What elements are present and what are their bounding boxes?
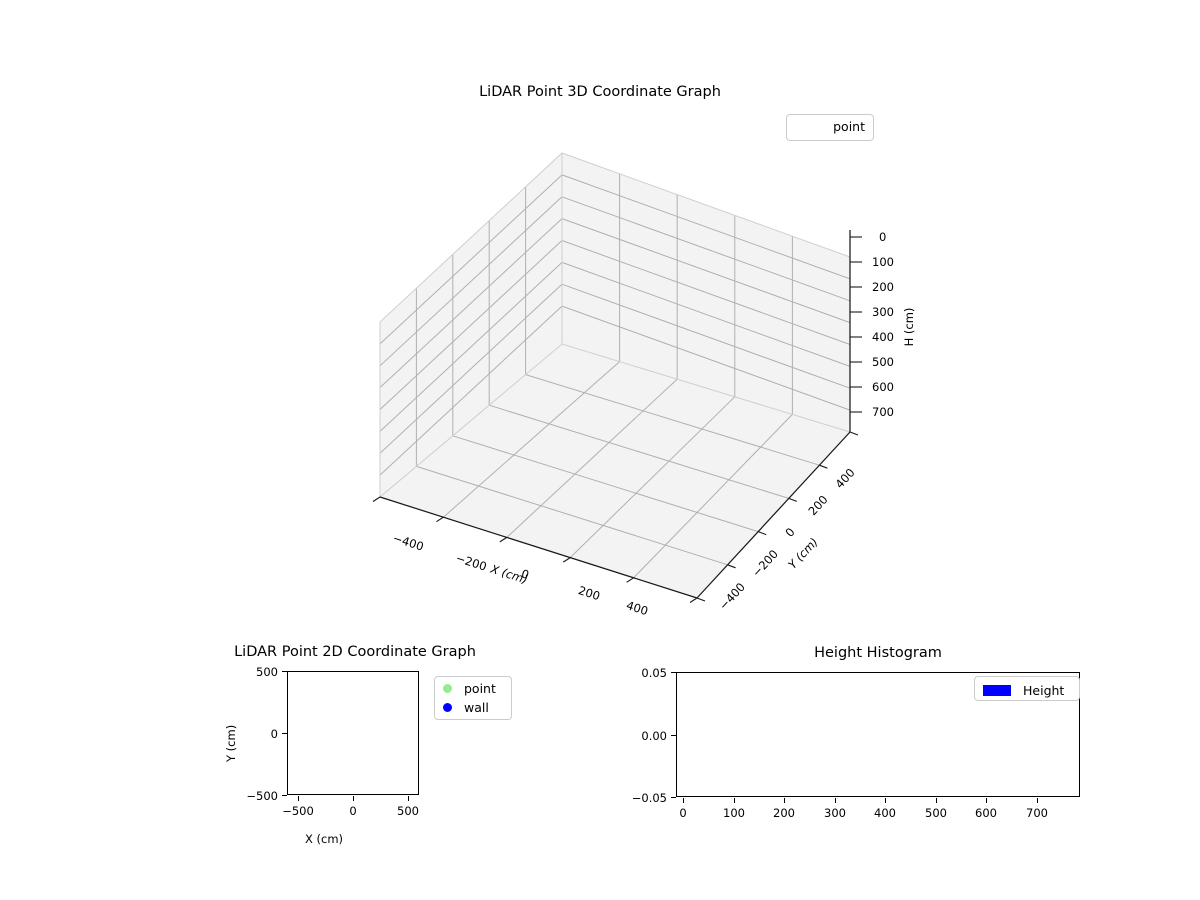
legend-marker-point: [443, 684, 452, 693]
axis-x-ticks: [372, 496, 698, 603]
plot2d-legend[interactable]: point wall: [434, 676, 512, 720]
svg-text:600: 600: [872, 380, 894, 394]
histogram-xtick-mark: [784, 798, 785, 803]
histogram-xtick-mark: [734, 798, 735, 803]
legend-entry-height[interactable]: Height: [983, 683, 1064, 698]
plot2d-xtick-mark: [408, 796, 409, 801]
histogram-title: Height Histogram: [814, 645, 942, 661]
svg-text:0: 0: [782, 525, 797, 540]
histogram-xtick-label: 0: [679, 806, 687, 820]
plot2d-xtick-mark: [353, 796, 354, 801]
svg-text:−200: −200: [749, 547, 781, 580]
plot3d-title: LiDAR Point 3D Coordinate Graph: [479, 84, 721, 100]
histogram-xtick-mark: [986, 798, 987, 803]
svg-text:100: 100: [872, 255, 894, 269]
histogram-xtick-label: 600: [975, 806, 997, 820]
histogram-xtick-label: 700: [1026, 806, 1048, 820]
histogram-xtick-label: 500: [925, 806, 947, 820]
svg-text:200: 200: [872, 280, 894, 294]
plot2d-ytick-mark: [282, 671, 287, 672]
axis-x-line: [379, 496, 698, 599]
histogram-xtick-label: 400: [874, 806, 896, 820]
plot3d-legend[interactable]: point: [786, 114, 874, 141]
histogram-ytick-mark: [671, 797, 676, 798]
plot2d-title: LiDAR Point 2D Coordinate Graph: [234, 644, 476, 660]
legend-entry-wall[interactable]: wall: [443, 700, 489, 715]
svg-text:−400: −400: [391, 531, 425, 554]
histogram-xtick-mark: [1037, 798, 1038, 803]
svg-text:400: 400: [625, 598, 650, 618]
plot2d-ytick-mark: [282, 795, 287, 796]
plot2d-axes[interactable]: [287, 671, 419, 795]
svg-text:200: 200: [577, 583, 602, 603]
svg-text:700: 700: [872, 405, 894, 419]
plot2d-xtick-label: 500: [397, 804, 419, 818]
legend-label-point: point: [833, 119, 865, 134]
plot2d-xtick-mark: [298, 796, 299, 801]
plot2d-xaxis-label: X (cm): [304, 832, 344, 846]
histogram-ytick-label: 0.00: [641, 729, 667, 743]
legend-swatch-height: [983, 685, 1011, 696]
histogram-xtick-label: 100: [723, 806, 745, 820]
histogram-ytick-label: −0.05: [631, 791, 667, 805]
legend-label-wall: wall: [464, 700, 489, 715]
plot2d-ytick-label: 0: [270, 727, 278, 741]
histogram-xtick-mark: [835, 798, 836, 803]
svg-text:0: 0: [520, 566, 531, 582]
plot2d-ytick-mark: [282, 733, 287, 734]
legend-marker-wall: [443, 703, 452, 712]
plot2d-ytick-label: 500: [256, 665, 278, 679]
histogram-legend[interactable]: Height: [974, 676, 1080, 701]
histogram-xtick-label: 200: [773, 806, 795, 820]
plot2d-yaxis-label: Y (cm): [224, 724, 238, 762]
svg-text:400: 400: [872, 330, 894, 344]
histogram-ytick-mark: [671, 672, 676, 673]
grid-left-wall: [379, 174, 563, 476]
axis-z-ticks: [850, 236, 862, 413]
histogram-xtick-mark: [936, 798, 937, 803]
legend-label-point: point: [464, 681, 496, 696]
axis-z-label: H (cm): [902, 308, 916, 347]
legend-entry-point[interactable]: point: [443, 681, 496, 696]
svg-text:500: 500: [872, 355, 894, 369]
axis-z-ticklabels: 0 100 200 300 400 500 600 700: [872, 230, 894, 419]
legend-label-height: Height: [1023, 683, 1065, 698]
svg-text:400: 400: [832, 465, 857, 491]
axis-y-ticks: [696, 431, 859, 602]
histogram-ytick-label: 0.05: [641, 666, 667, 680]
svg-text:−200: −200: [454, 551, 488, 574]
histogram-ytick-mark: [671, 735, 676, 736]
grid-right-wall: [561, 173, 851, 415]
plot2d-ytick-label: −500: [246, 789, 278, 803]
histogram-xtick-label: 300: [824, 806, 846, 820]
axis-y-label: Y (cm): [785, 535, 821, 572]
svg-text:200: 200: [805, 492, 830, 518]
grid-floor: [416, 361, 820, 579]
svg-text:−400: −400: [716, 580, 748, 613]
histogram-xtick-mark: [885, 798, 886, 803]
axis-y-line: [696, 431, 851, 599]
svg-text:0: 0: [879, 230, 886, 244]
plot2d-xtick-label: −500: [282, 804, 314, 818]
plot2d-xtick-label: 0: [349, 804, 357, 818]
histogram-xtick-mark: [683, 798, 684, 803]
svg-text:300: 300: [872, 305, 894, 319]
